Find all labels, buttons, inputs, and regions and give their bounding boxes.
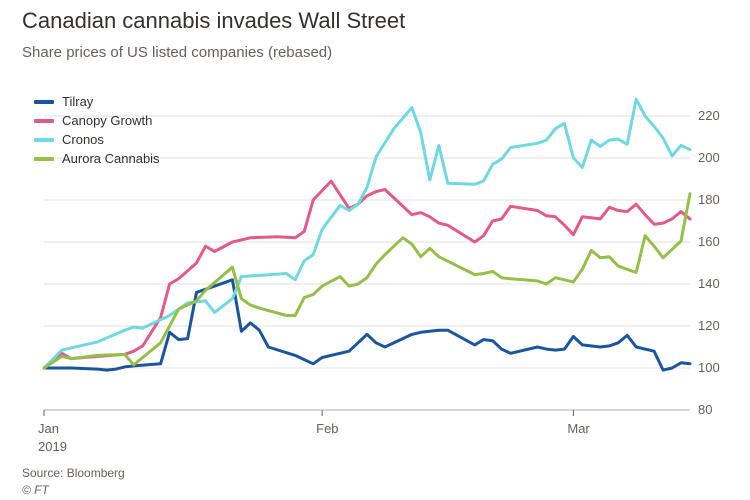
series-line-tilray — [42, 278, 692, 372]
series-line-canopy-growth — [42, 179, 692, 370]
page-subtitle: Share prices of US listed companies (reb… — [22, 44, 333, 61]
page-title: Canadian cannabis invades Wall Street — [22, 8, 406, 33]
x-tick-sublabel: 2019 — [38, 439, 67, 454]
legend-label-cronos: Cronos — [62, 132, 104, 147]
y-tick-label: 180 — [698, 192, 720, 207]
source-note: Source: Bloomberg — [22, 466, 125, 480]
x-tick-label: Mar — [567, 421, 590, 436]
y-tick-label: 140 — [698, 276, 720, 291]
legend-item-cronos: Cronos — [34, 130, 160, 149]
chart-legend: Tilray Canopy Growth Cronos Aurora Canna… — [34, 92, 160, 168]
legend-swatch-cronos — [34, 137, 54, 142]
y-tick-label: 100 — [698, 360, 720, 375]
y-tick-label: 220 — [698, 108, 720, 123]
y-tick-label: 160 — [698, 234, 720, 249]
legend-item-tilray: Tilray — [34, 92, 160, 111]
legend-label-canopy-growth: Canopy Growth — [62, 113, 153, 128]
legend-swatch-canopy-growth — [34, 118, 54, 123]
y-tick-label: 120 — [698, 318, 720, 333]
legend-item-canopy-growth: Canopy Growth — [34, 111, 160, 130]
legend-label-tilray: Tilray — [62, 94, 94, 109]
ft-credit: © FT — [22, 483, 49, 497]
legend-label-aurora-cannabis: Aurora Cannabis — [62, 151, 160, 166]
x-tick-label: Jan — [38, 421, 59, 436]
series-line-aurora-cannabis — [42, 192, 692, 370]
legend-swatch-tilray — [34, 99, 54, 104]
legend-item-aurora-cannabis: Aurora Cannabis — [34, 149, 160, 168]
y-tick-label: 80 — [698, 402, 712, 417]
x-tick-label: Feb — [316, 421, 338, 436]
y-tick-label: 200 — [698, 150, 720, 165]
legend-swatch-aurora-cannabis — [34, 156, 54, 161]
